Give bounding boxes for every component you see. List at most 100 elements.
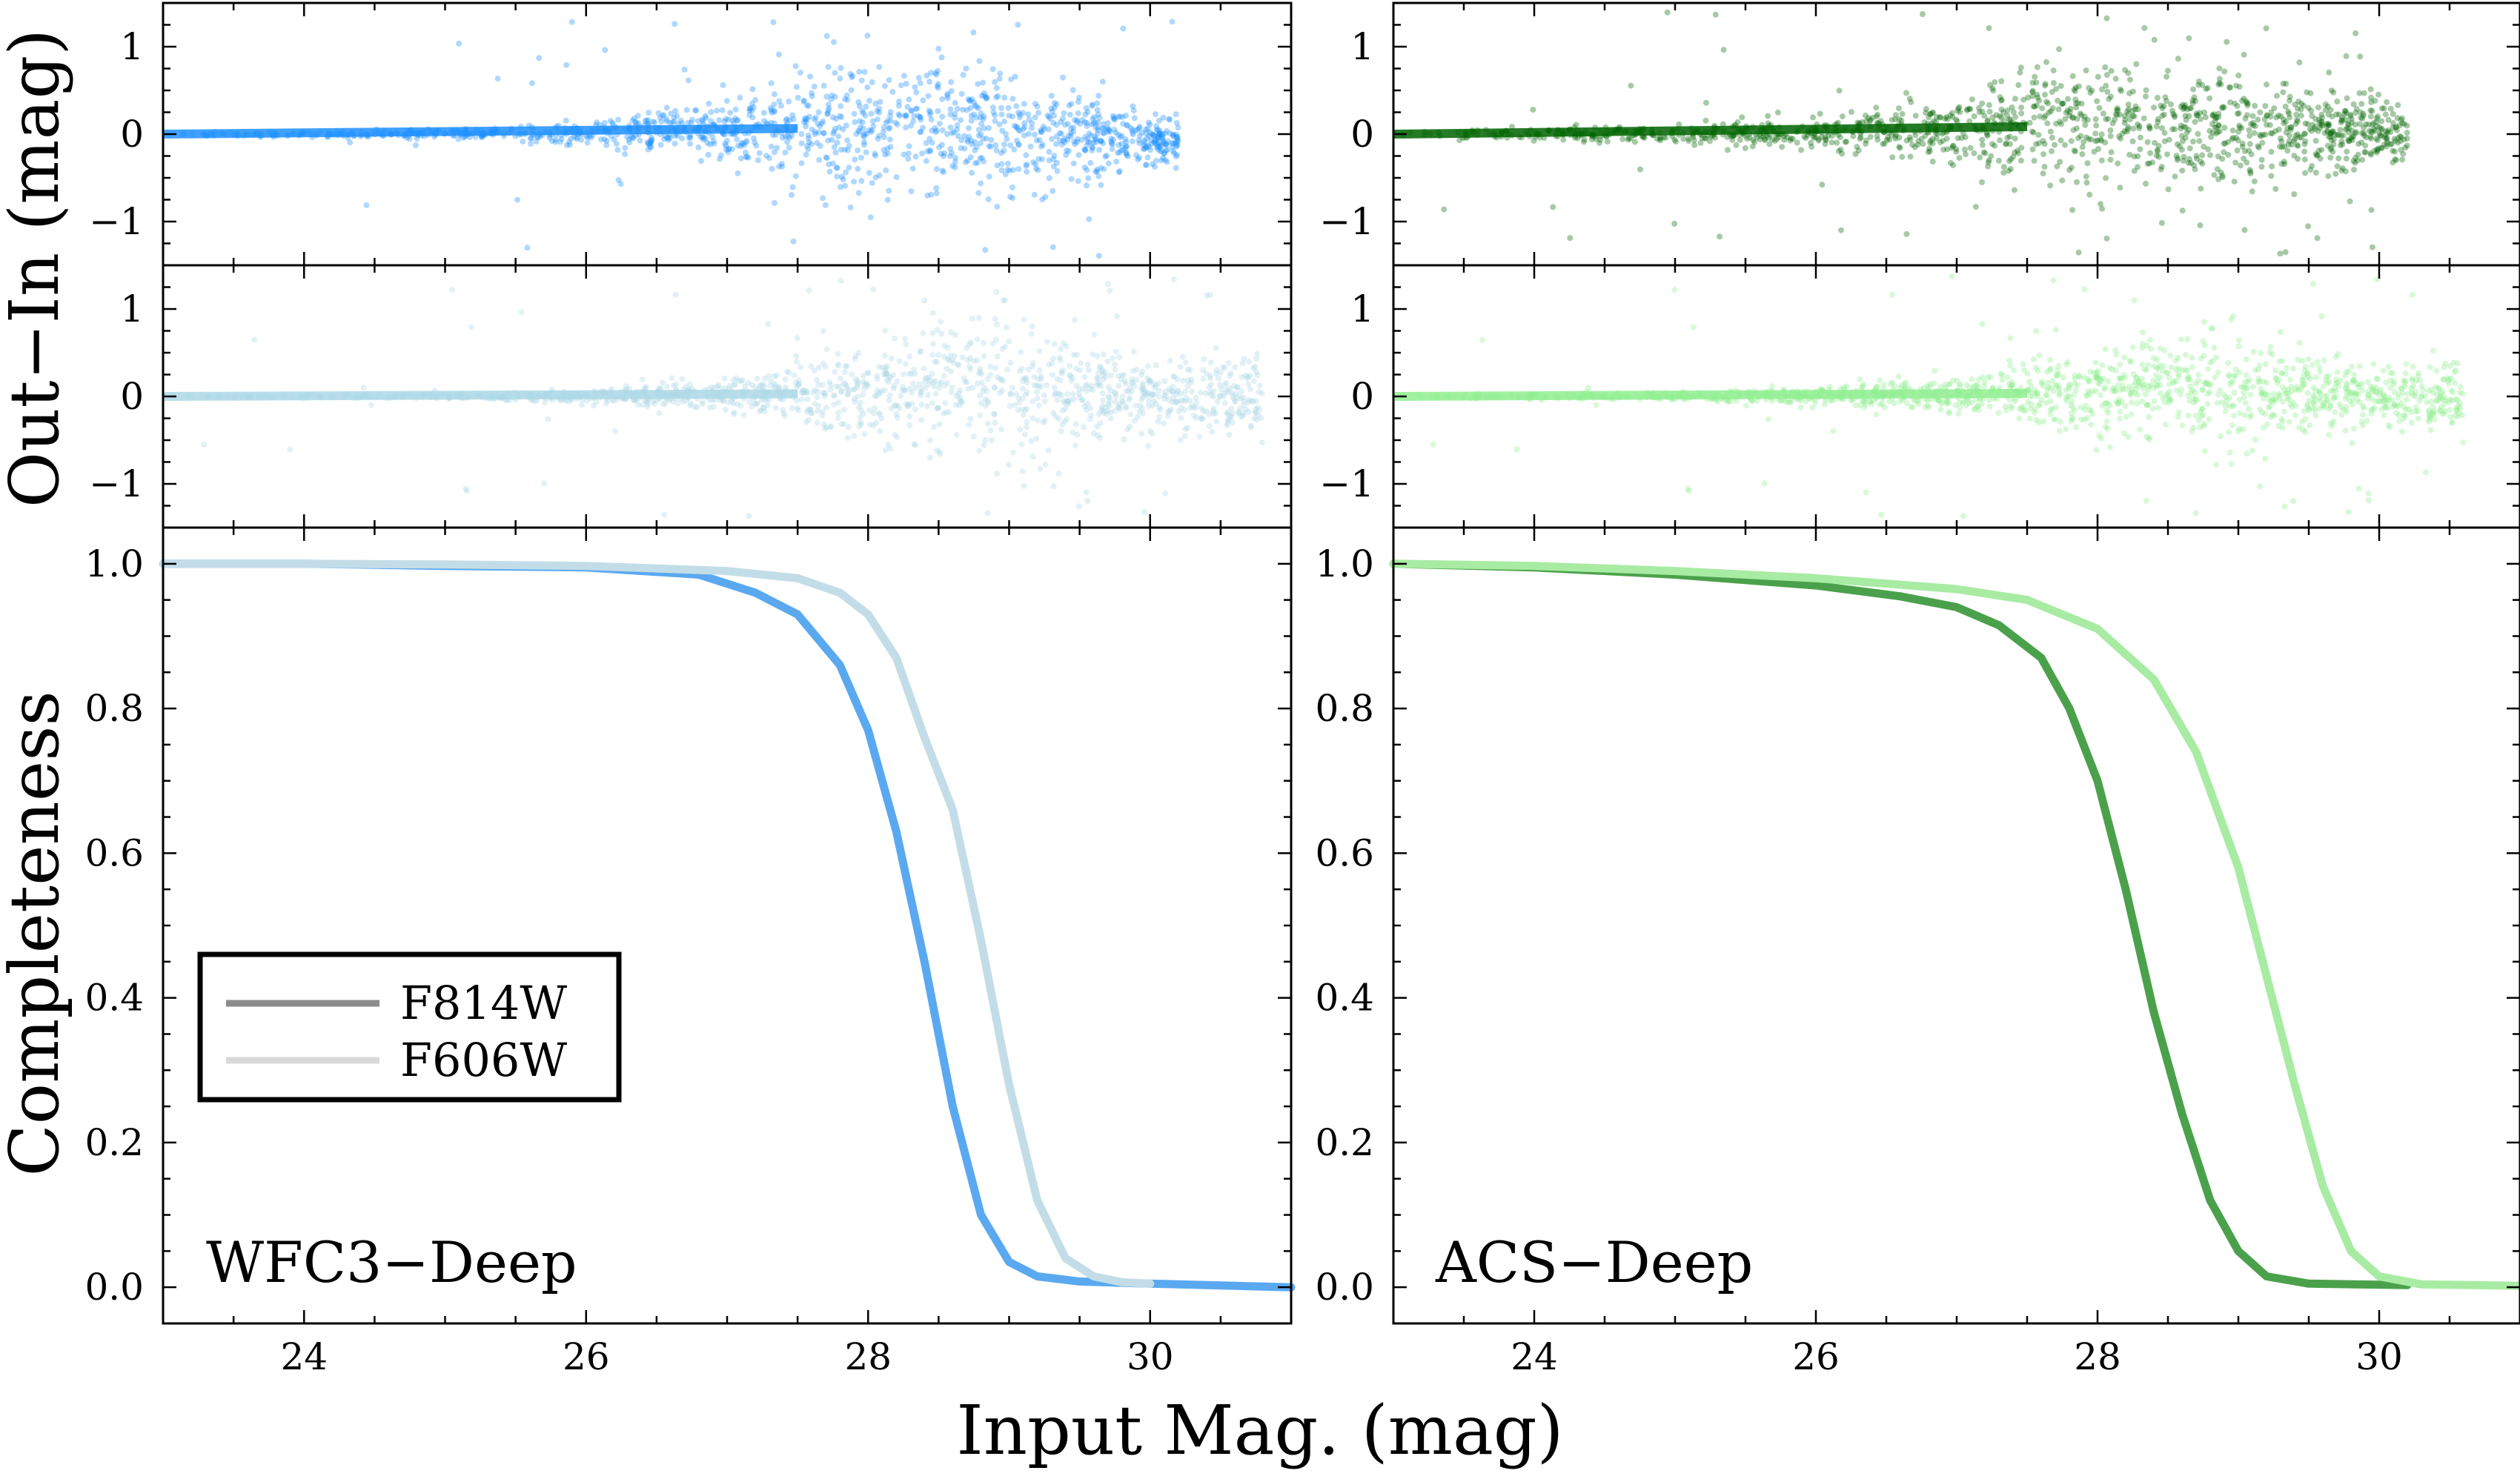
scatter-point <box>933 127 940 134</box>
scatter-point <box>2318 313 2325 319</box>
scatter-point <box>1105 160 1112 167</box>
scatter-point <box>1159 136 1166 142</box>
scatter-point <box>2282 119 2289 125</box>
scatter-point <box>1095 93 1102 99</box>
acs-f814w-residual-points <box>1393 9 2410 257</box>
scatter-point <box>2258 350 2264 356</box>
scatter-point <box>939 113 946 120</box>
scatter-point <box>660 136 667 142</box>
scatter-point <box>981 353 987 359</box>
scatter-point <box>2226 381 2233 388</box>
scatter-point <box>558 136 565 142</box>
scatter-point <box>1156 117 1162 124</box>
scatter-point <box>2287 376 2293 383</box>
scatter-point <box>1101 408 1107 414</box>
scatter-point <box>1204 292 1210 299</box>
scatter-point <box>1930 109 1937 116</box>
scatter-point <box>679 135 686 142</box>
scatter-point <box>1160 114 1167 121</box>
scatter-point <box>1105 127 1112 133</box>
scatter-point <box>958 137 965 144</box>
scatter-point <box>2066 109 2073 116</box>
scatter-point <box>2400 150 2407 157</box>
scatter-point <box>825 102 832 108</box>
scatter-point <box>1169 144 1176 150</box>
scatter-point <box>1254 372 1261 379</box>
scatter-point <box>1111 126 1118 133</box>
scatter-point <box>704 139 711 146</box>
scatter-point <box>794 405 800 411</box>
scatter-point <box>688 119 694 126</box>
scatter-point <box>1157 406 1164 413</box>
scatter-point <box>2081 286 2088 293</box>
scatter-point <box>789 192 795 198</box>
scatter-point <box>1003 131 1009 137</box>
scatter-point <box>949 130 955 136</box>
scatter-point <box>1861 404 1868 411</box>
scatter-point <box>899 387 906 393</box>
scatter-point <box>1734 119 1741 125</box>
scatter-point <box>2093 447 2100 453</box>
scatter-point <box>723 147 729 153</box>
scatter-point <box>812 114 819 121</box>
scatter-point <box>895 102 902 109</box>
scatter-point <box>966 98 973 104</box>
scatter-point <box>1892 136 1899 142</box>
scatter-point <box>2315 104 2321 110</box>
scatter-point <box>1207 359 1214 366</box>
scatter-point <box>978 370 985 377</box>
scatter-point <box>494 76 501 82</box>
scatter-point <box>2016 415 2023 422</box>
scatter-point <box>1161 150 1167 157</box>
scatter-point <box>2007 335 2014 342</box>
scatter-point <box>1950 162 1957 168</box>
scatter-point <box>969 316 976 322</box>
scatter-point <box>2208 133 2214 140</box>
scatter-point <box>911 366 918 373</box>
scatter-point <box>1081 373 1088 380</box>
scatter-point <box>977 412 984 419</box>
scatter-point <box>1181 433 1188 439</box>
scatter-point <box>1131 417 1138 424</box>
scatter-point <box>1852 402 1859 408</box>
scatter-point <box>872 153 878 159</box>
scatter-point <box>1001 118 1008 124</box>
scatter-point <box>1095 173 1102 179</box>
scatter-point <box>1096 147 1102 153</box>
scatter-point <box>1213 367 1220 373</box>
scatter-point <box>1056 354 1063 361</box>
scatter-point <box>1880 141 1886 147</box>
scatter-point <box>2365 491 2372 497</box>
scatter-point <box>1180 397 1187 404</box>
scatter-point <box>2374 147 2381 154</box>
scatter-point <box>1007 391 1014 398</box>
scatter-point <box>1209 428 1216 435</box>
scatter-point <box>722 141 729 147</box>
scatter-point <box>1110 355 1115 362</box>
scatter-point <box>2284 124 2291 131</box>
scatter-point <box>2065 96 2071 102</box>
scatter-point <box>1147 147 1154 153</box>
scatter-point <box>818 120 825 127</box>
scatter-point <box>797 70 803 76</box>
scatter-point <box>996 390 1003 396</box>
scatter-point <box>2018 110 2025 117</box>
scatter-point <box>825 137 832 144</box>
scatter-point <box>2229 422 2235 428</box>
scatter-point <box>655 110 662 116</box>
scatter-point <box>767 104 774 111</box>
scatter-point <box>2007 403 2014 410</box>
scatter-point <box>981 339 987 346</box>
scatter-point <box>1170 395 1176 402</box>
scatter-point <box>2103 15 2110 21</box>
scatter-point <box>1037 465 1044 472</box>
scatter-point <box>1124 152 1130 159</box>
scatter-point <box>1456 137 1463 144</box>
scatter-point <box>960 107 966 113</box>
scatter-point <box>2147 150 2154 156</box>
scatter-point <box>2017 157 2024 164</box>
scatter-point <box>735 142 741 149</box>
scatter-point <box>835 409 842 416</box>
scatter-point <box>1007 359 1014 366</box>
scatter-point <box>936 144 942 150</box>
